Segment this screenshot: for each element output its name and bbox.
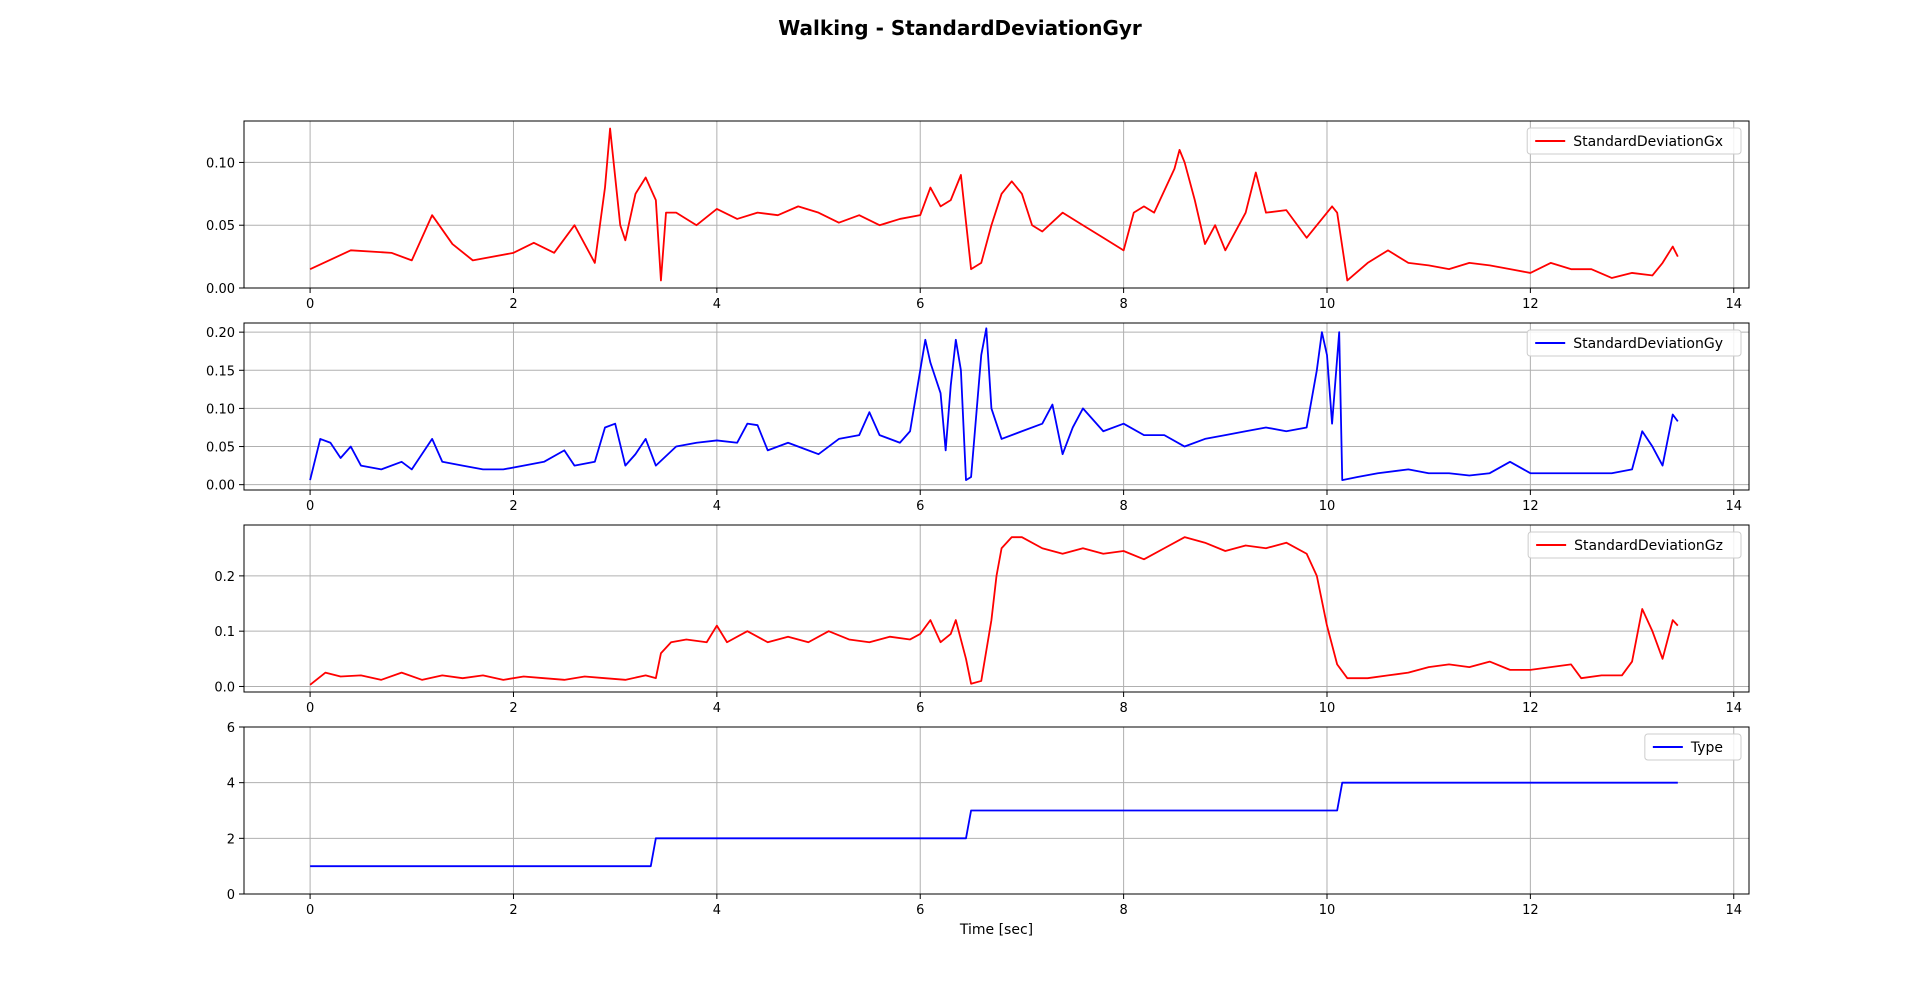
x-tick-label: 4 <box>713 297 721 312</box>
x-tick-label: 14 <box>1725 701 1742 716</box>
series-line-StandardDeviationGz <box>309 536 1679 686</box>
x-tick-label: 0 <box>306 499 314 514</box>
y-tick-label: 2 <box>227 832 235 847</box>
y-tick-label: 0.00 <box>206 479 235 494</box>
subplot-4: 0 2 4 6 8 10 12 14 0 2 4 6 Type Time [sec] <box>227 721 1750 938</box>
x-tick-label: 12 <box>1522 903 1539 918</box>
series-line-Type <box>310 781 1678 868</box>
x-tick-label: 8 <box>1119 499 1127 514</box>
legend-box <box>1527 531 1742 559</box>
x-tick-label: 0 <box>306 297 314 312</box>
legend: StandardDeviationGx <box>1526 127 1742 155</box>
x-tick-label: 6 <box>916 297 924 312</box>
x-tick-label: 6 <box>916 499 924 514</box>
x-tick-label: 12 <box>1522 701 1539 716</box>
x-axis-label: Time [sec] <box>959 922 1033 938</box>
x-tick-label: 4 <box>713 903 721 918</box>
x-tick-label: 2 <box>509 499 517 514</box>
x-tick-label: 8 <box>1119 701 1127 716</box>
legend-box <box>1526 329 1742 357</box>
axes-frame <box>243 524 1750 693</box>
x-tick-label: 14 <box>1725 903 1742 918</box>
y-tick-label: 0.2 <box>214 570 235 585</box>
subplots: 0 2 4 6 8 10 12 140.000.050.10StandardDeviation… <box>206 120 1750 938</box>
legend: StandardDeviationGy <box>1526 329 1742 357</box>
x-tick-label: 8 <box>1119 903 1127 918</box>
x-tick-label: 12 <box>1522 297 1539 312</box>
y-tick-label: 0.05 <box>206 441 235 456</box>
figure-title: Walking - StandardDeviationGyr <box>778 16 1142 40</box>
legend-label: Type <box>1690 740 1723 756</box>
y-tick-label: 0.15 <box>206 364 235 379</box>
x-tick-label: 12 <box>1522 499 1539 514</box>
x-tick-label: 10 <box>1319 499 1336 514</box>
legend-box <box>1644 733 1742 761</box>
x-tick-label: 2 <box>509 903 517 918</box>
x-tick-label: 2 <box>509 297 517 312</box>
legend-box <box>1526 127 1742 155</box>
y-tick-label: 0.10 <box>206 402 235 417</box>
axes-frame <box>243 120 1750 289</box>
x-tick-label: 2 <box>509 701 517 716</box>
subplot-1: 0 2 4 6 8 10 12 14 0.00 0.05 0.10 StandardDeviation… <box>206 120 1750 312</box>
legend: StandardDeviationGz <box>1527 531 1742 559</box>
y-tick-label: 0.1 <box>214 625 235 640</box>
y-tick-label: 4 <box>227 777 235 792</box>
y-tick-label: 0.10 <box>206 156 235 171</box>
x-tick-label: 14 <box>1725 297 1742 312</box>
axes-frame <box>243 322 1750 491</box>
x-tick-label: 14 <box>1725 499 1742 514</box>
subplot-2: 0 2 4 6 8 10 12 14 0.00 0.05 0.10 0.15 0.20 StandardD… <box>206 322 1750 514</box>
legend-label: StandardDeviationGy <box>1573 336 1723 352</box>
legend-label: StandardDeviationGz <box>1574 538 1723 554</box>
y-tick-label: 0.00 <box>206 282 235 297</box>
subplot-3: 0 2 4 6 8 10 12 14 0.0 0.1 0.2 StandardDeviationGz <box>214 524 1750 716</box>
y-tick-label: 0 <box>227 888 235 903</box>
x-tick-label: 0 <box>306 701 314 716</box>
axes-frame <box>243 726 1750 895</box>
legend: Type <box>1644 733 1742 761</box>
y-tick-label: 0.0 <box>214 680 235 695</box>
x-tick-label: 8 <box>1119 297 1127 312</box>
legend-label: StandardDeviationGx <box>1573 134 1723 150</box>
x-tick-label: 10 <box>1319 903 1336 918</box>
y-tick-label: 6 <box>227 721 235 736</box>
x-tick-label: 10 <box>1319 701 1336 716</box>
x-tick-label: 6 <box>916 701 924 716</box>
y-tick-label: 0.05 <box>206 219 235 234</box>
x-tick-label: 4 <box>713 499 721 514</box>
series-line-StandardDeviationGy <box>309 327 1679 481</box>
x-tick-label: 10 <box>1319 297 1336 312</box>
y-tick-label: 0.20 <box>206 326 235 341</box>
x-tick-label: 0 <box>306 903 314 918</box>
series-line-StandardDeviationGx <box>309 127 1679 282</box>
x-tick-label: 6 <box>916 903 924 918</box>
x-tick-label: 4 <box>713 701 721 716</box>
